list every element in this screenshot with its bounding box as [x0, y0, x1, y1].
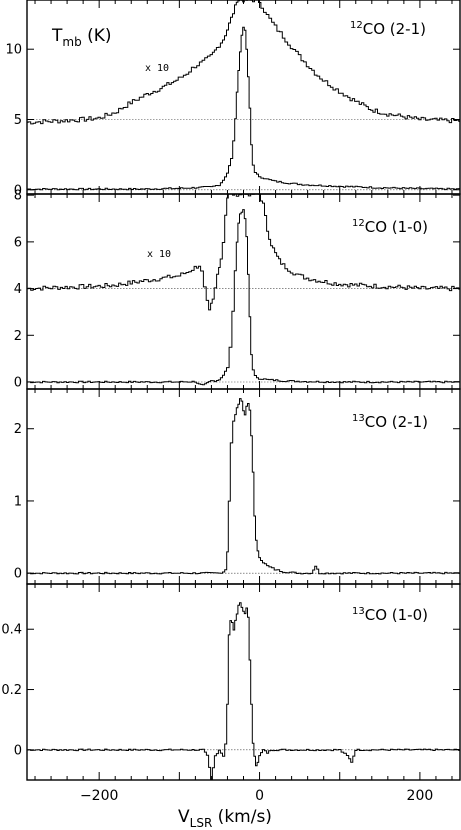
y-tick-label: 2 [14, 329, 22, 344]
y-tick-label: 10 [5, 43, 22, 58]
x-tick-label: 0 [255, 788, 264, 804]
panel-frame [26, 583, 461, 781]
series-profile [27, 209, 460, 386]
y-tick-label: 0.4 [1, 623, 22, 638]
series-x10 [27, 0, 460, 125]
y-tick-label: 0.2 [1, 683, 22, 698]
series-x10 [27, 194, 460, 311]
x-axis-title: VLSR (km/s) [178, 807, 272, 830]
x-tick-label: −200 [80, 788, 118, 804]
y-tick-label: 0 [14, 375, 22, 390]
y-tick-label: 8 [14, 189, 22, 204]
y-tick-label: 1 [14, 494, 22, 509]
series-profile [27, 602, 460, 780]
y-tick-label: 0 [14, 743, 22, 758]
panel-4-line-label: 13CO (1-0) [352, 606, 428, 624]
panel-2-line-label: 12CO (1-0) [352, 218, 428, 236]
series-profile [27, 26, 460, 191]
y-tick-label: 0 [14, 567, 22, 582]
series-profile [27, 398, 460, 575]
panel-4: 0 0.2 0.4 [1, 583, 461, 781]
y-tick-label: 6 [14, 235, 22, 250]
x-tick-label: 200 [407, 788, 434, 804]
panel-1-scale-annotation: x 10 [145, 63, 169, 74]
y-tick-label: 4 [14, 282, 22, 297]
panel-2-scale-annotation: x 10 [147, 249, 171, 260]
panel-1-line-label: 12CO (2-1) [350, 20, 426, 38]
y-tick-label: 0 [14, 183, 22, 198]
y-tick-label: 2 [14, 422, 22, 437]
panel-3-line-label: 13CO (2-1) [352, 413, 428, 431]
y-tick-label: 5 [14, 113, 22, 128]
y-axis-title: Tmb (K) [51, 26, 112, 49]
